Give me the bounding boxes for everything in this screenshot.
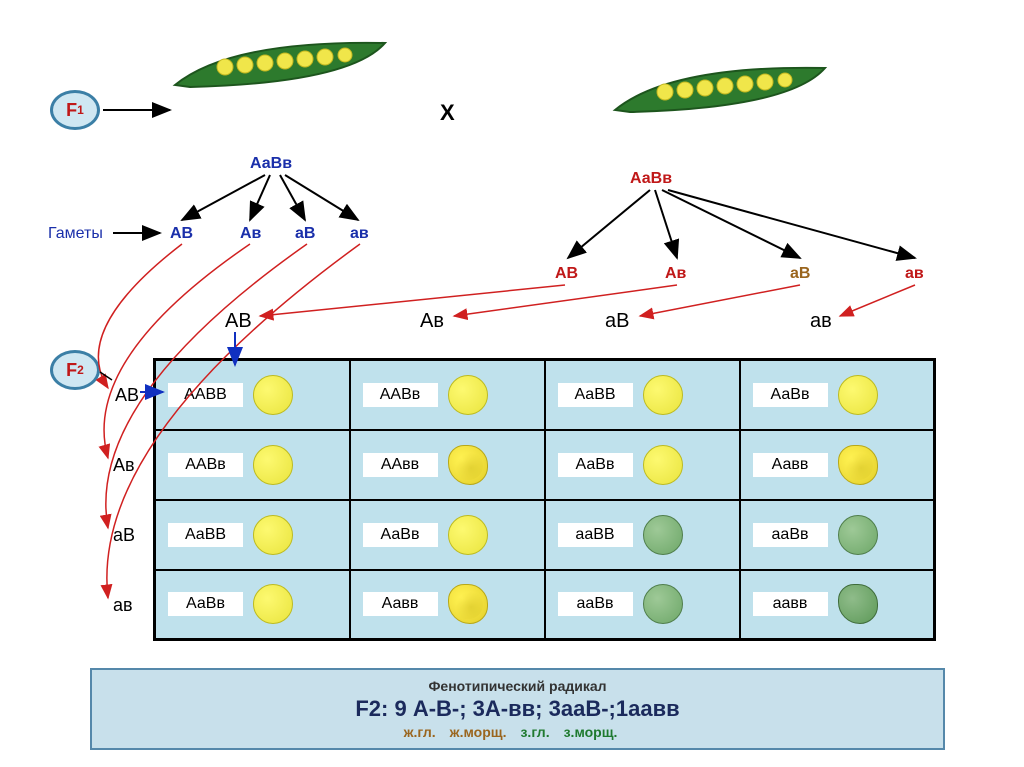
pea-phenotype-icon: [643, 375, 683, 415]
phenotype-part: ж.морщ.: [450, 724, 507, 740]
genotype-label: ааВв: [558, 592, 633, 616]
col-header: аВ: [605, 310, 629, 333]
genotype-label: АаВВ: [558, 383, 633, 407]
pea-phenotype-icon: [253, 375, 293, 415]
genotype-label: аавв: [753, 592, 828, 616]
pea-phenotype-icon: [448, 375, 488, 415]
genotype-label: ААвв: [363, 453, 438, 477]
gamete-right: ав: [905, 265, 924, 283]
gamete-right: Ав: [665, 265, 686, 283]
pea-phenotype-icon: [838, 515, 878, 555]
genotype-label: АаВВ: [168, 523, 243, 547]
pea-phenotype-icon: [253, 584, 293, 624]
punnett-cell: ААВв: [155, 430, 350, 500]
punnett-cell: ааВВ: [545, 500, 740, 570]
phenotype-part: з.гл.: [520, 724, 549, 740]
punnett-cell: ААВв: [350, 360, 545, 430]
pea-phenotype-icon: [643, 445, 683, 485]
cross-symbol: X: [440, 100, 455, 126]
pea-pod-left: [170, 35, 390, 90]
parent-left-genotype: АаВв: [250, 155, 292, 173]
genotype-label: ААВв: [363, 383, 438, 407]
pea-phenotype-icon: [448, 584, 488, 624]
pea-phenotype-icon: [643, 515, 683, 555]
phenotype-ratio-box: Фенотипический радикал F2: 9 А-В-; 3А-вв…: [90, 668, 945, 750]
genotype-label: ааВв: [753, 523, 828, 547]
col-header: Ав: [420, 310, 444, 333]
genotype-label: АаВв: [363, 523, 438, 547]
pea-phenotype-icon: [643, 584, 683, 624]
genotype-label: АаВв: [753, 383, 828, 407]
pea-phenotype-icon: [838, 445, 878, 485]
gamete-right: аВ: [790, 265, 810, 283]
punnett-cell: Аавв: [740, 430, 935, 500]
pea-phenotype-icon: [253, 445, 293, 485]
phenotype-part: ж.гл.: [404, 724, 436, 740]
f2-label: F2: [50, 350, 100, 390]
row-header: аВ: [113, 525, 135, 546]
punnett-cell: АаВв: [350, 500, 545, 570]
punnett-cell: АаВв: [740, 360, 935, 430]
gamete-left: Ав: [240, 225, 261, 243]
phenotype-part: з.морщ.: [564, 724, 618, 740]
gamete-right: АВ: [555, 265, 578, 283]
pea-phenotype-icon: [838, 584, 878, 624]
row-header: АВ: [115, 385, 139, 406]
parent-right-genotype: АаВв: [630, 170, 672, 188]
row-header: Ав: [113, 455, 135, 476]
col-header: АВ: [225, 310, 252, 333]
col-header: ав: [810, 310, 832, 333]
genotype-label: АаВв: [168, 592, 243, 616]
punnett-cell: аавв: [740, 570, 935, 640]
genotype-label: Аавв: [753, 453, 828, 477]
footer-phenotypes: ж.гл. ж.морщ. з.гл. з.морщ.: [112, 724, 923, 740]
f1-label: F1: [50, 90, 100, 130]
punnett-cell: Аавв: [350, 570, 545, 640]
punnett-cell: АаВВ: [155, 500, 350, 570]
punnett-cell: ааВв: [740, 500, 935, 570]
pea-phenotype-icon: [448, 445, 488, 485]
pea-pod-right: [610, 60, 830, 115]
gametes-label: Гаметы: [48, 225, 103, 243]
punnett-cell: ААвв: [350, 430, 545, 500]
pea-phenotype-icon: [838, 375, 878, 415]
punnett-cell: ААВВ: [155, 360, 350, 430]
punnett-cell: АаВв: [155, 570, 350, 640]
gamete-left: аВ: [295, 225, 315, 243]
footer-title: Фенотипический радикал: [112, 678, 923, 694]
genotype-label: ААВв: [168, 453, 243, 477]
genotype-label: АаВв: [558, 453, 633, 477]
row-header: ав: [113, 595, 133, 616]
footer-ratio: F2: 9 А-В-; 3А-вв; 3ааВ-;1аавв: [112, 696, 923, 722]
pea-phenotype-icon: [253, 515, 293, 555]
punnett-cell: ааВв: [545, 570, 740, 640]
genotype-label: Аавв: [363, 592, 438, 616]
punnett-cell: АаВВ: [545, 360, 740, 430]
genotype-label: ааВВ: [558, 523, 633, 547]
punnett-square: ААВВ ААВв АаВВ АаВв ААВв ААвв АаВв Аавв АаВВ АаВв…: [153, 358, 936, 641]
punnett-cell: АаВв: [545, 430, 740, 500]
genotype-label: ААВВ: [168, 383, 243, 407]
gamete-left: ав: [350, 225, 369, 243]
gamete-left: АВ: [170, 225, 193, 243]
pea-phenotype-icon: [448, 515, 488, 555]
